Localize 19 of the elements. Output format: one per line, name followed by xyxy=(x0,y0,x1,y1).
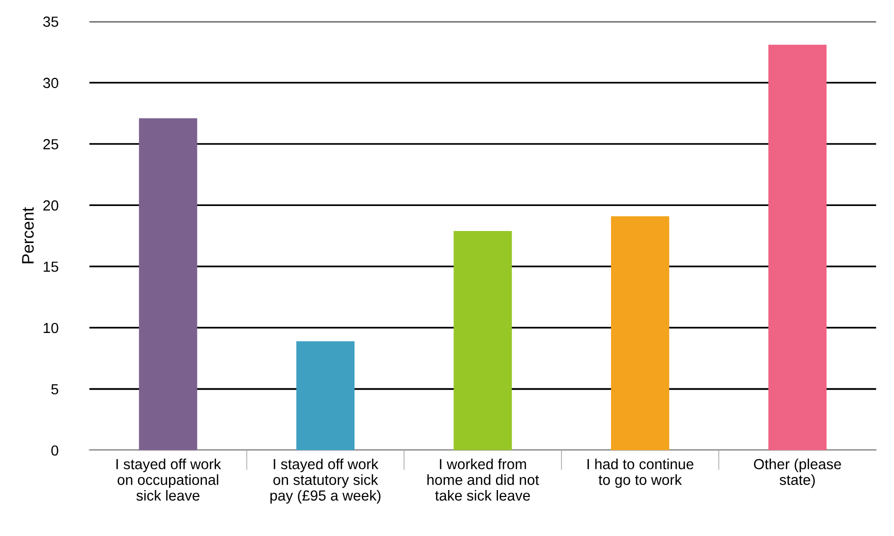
bar xyxy=(768,44,827,450)
x-tick-label: I stayed off work on occupational sick leave xyxy=(116,458,222,501)
x-tick-label: Other (please state) xyxy=(754,458,841,488)
y-tick-label: 15 xyxy=(44,262,58,272)
y-tick-label: 5 xyxy=(51,384,58,394)
y-axis-title: Percent xyxy=(22,207,34,264)
bar xyxy=(296,341,355,450)
bar xyxy=(454,230,512,450)
y-tick-label: 25 xyxy=(43,139,58,150)
x-tick-label: I stayed off work on statutory sick pay (£95 a week) xyxy=(270,458,380,504)
y-tick-label: 35 xyxy=(43,16,58,27)
y-tick-label: 0 xyxy=(51,445,58,456)
x-tick-label: I worked from home and did not take sick leave xyxy=(427,458,540,501)
bar xyxy=(138,118,198,450)
y-tick-label: 20 xyxy=(43,200,58,211)
y-tick-label: 10 xyxy=(44,322,58,334)
x-tick-label: I had to continue to go to work xyxy=(588,458,694,488)
y-tick-label: 30 xyxy=(43,78,58,88)
bar xyxy=(610,216,670,450)
